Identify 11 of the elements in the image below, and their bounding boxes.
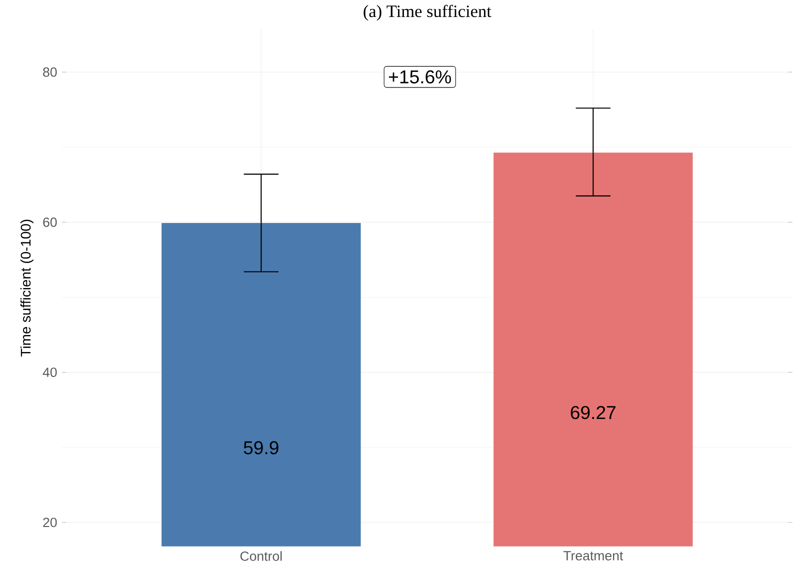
x-tick-label: Treatment — [563, 550, 624, 560]
x-tick-label: Control — [240, 550, 282, 561]
y-tick-label: 80 — [43, 67, 57, 77]
y-tick-label: 20 — [43, 518, 57, 527]
y-tick-label: 60 — [43, 217, 57, 227]
y-tick-label: 40 — [42, 367, 57, 377]
data-label: 69.27 — [570, 406, 616, 419]
annotation: +15.6% — [388, 70, 451, 84]
data-label: 59.9 — [244, 440, 278, 454]
y-axis-title: Time sufficient (0-100) — [20, 220, 34, 356]
chart-title: (a) Time sufficient — [364, 4, 492, 20]
